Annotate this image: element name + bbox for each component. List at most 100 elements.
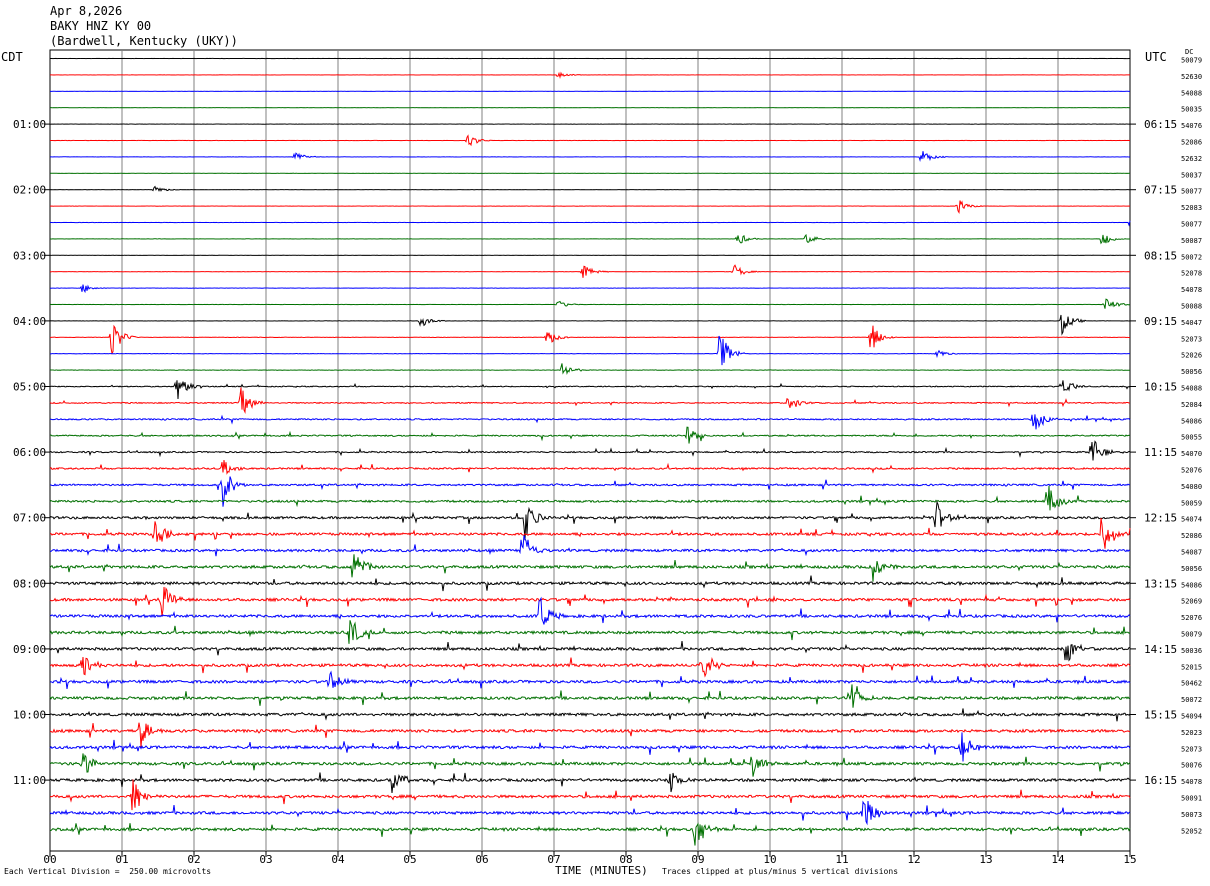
trace-dc-offset: 52076: [1181, 614, 1202, 622]
trace-line: [49, 518, 1131, 549]
x-tick-label: 09: [691, 853, 704, 866]
right-timezone-label: UTC: [1145, 50, 1167, 64]
trace-line: [49, 387, 1131, 414]
trace-dc-offset: 50072: [1181, 253, 1202, 261]
trace-line: [49, 800, 1131, 826]
trace-dc-offset: 54076: [1181, 122, 1202, 130]
trace-dc-offset: 50087: [1181, 237, 1202, 245]
trace-dc-offset: 54088: [1181, 89, 1202, 97]
right-time-label: 06:15: [1144, 118, 1177, 131]
trace-dc-offset: 50079: [1181, 57, 1202, 65]
trace-dc-offset: 50077: [1181, 188, 1202, 196]
trace-dc-offset: 54087: [1181, 549, 1202, 557]
header-location: (Bardwell, Kentucky (UKY)): [50, 34, 238, 48]
trace-dc-offset: 52026: [1181, 352, 1202, 360]
trace-line: [49, 363, 1131, 376]
trace-line: [49, 535, 1131, 557]
right-time-label: 07:15: [1144, 184, 1177, 197]
x-tick-label: 00: [43, 853, 56, 866]
left-time-label: 04:00: [13, 315, 46, 328]
trace-dc-offset: 52083: [1181, 204, 1202, 212]
trace-line: [49, 314, 1131, 336]
trace-dc-offset: 50059: [1181, 499, 1202, 507]
x-tick-label: 01: [115, 853, 128, 866]
trace-dc-offset: 52632: [1181, 155, 1202, 163]
clip-note: Traces clipped at plus/minus 5 vertical …: [662, 867, 899, 876]
x-tick-label: 08: [619, 853, 632, 866]
trace-line: [49, 722, 1131, 748]
trace-line: [49, 233, 1131, 245]
x-tick-label: 06: [475, 853, 488, 866]
x-tick-label: 04: [331, 853, 345, 866]
trace-line: [49, 335, 1131, 366]
scale-note: Each Vertical Division = 250.00 microvol…: [4, 867, 212, 876]
left-time-label: 06:00: [13, 446, 46, 459]
header-station: BAKY HNZ KY 00: [50, 19, 152, 33]
x-tick-label: 15: [1123, 853, 1136, 866]
trace-line: [49, 554, 1131, 582]
trace-line: [49, 670, 1131, 690]
right-time-label: 16:15: [1144, 774, 1177, 787]
trace-dc-offset: 54047: [1181, 319, 1202, 327]
trace-line: [49, 414, 1131, 430]
x-tick-label: 07: [547, 853, 560, 866]
left-time-label: 05:00: [13, 381, 46, 394]
trace-line: [49, 708, 1131, 722]
trace-dc-offset: 52086: [1181, 139, 1202, 147]
trace-line: [49, 459, 1131, 475]
left-time-label: 03:00: [13, 249, 46, 262]
trace-dc-offset: 52023: [1181, 729, 1202, 737]
trace-line: [49, 476, 1131, 507]
trace-line: [49, 324, 1131, 355]
right-time-label: 12:15: [1144, 512, 1177, 525]
trace-line: [49, 185, 1131, 192]
trace-dc-offset: 52073: [1181, 335, 1202, 343]
left-timezone-label: CDT: [1, 50, 23, 64]
trace-dc-offset: 50056: [1181, 565, 1202, 573]
right-time-label: 11:15: [1144, 446, 1177, 459]
trace-dc-offset: 52015: [1181, 663, 1202, 671]
x-tick-label: 10: [763, 853, 776, 866]
right-time-label: 09:15: [1144, 315, 1177, 328]
trace-dc-offset: 52084: [1181, 401, 1202, 409]
trace-line: [49, 575, 1131, 592]
trace-dc-offset: 52078: [1181, 270, 1202, 278]
trace-line: [49, 641, 1130, 662]
x-tick-label: 11: [835, 853, 848, 866]
trace-dc-offset: 50091: [1181, 795, 1202, 803]
trace-dc-offset: 50037: [1181, 171, 1202, 179]
x-tick-label: 02: [187, 853, 200, 866]
trace-dc-offset: 50079: [1181, 631, 1202, 639]
left-time-label: 02:00: [13, 184, 46, 197]
left-time-label: 10:00: [13, 709, 46, 722]
trace-dc-offset: 54094: [1181, 713, 1202, 721]
x-tick-label: 05: [403, 853, 416, 866]
trace-dc-offset: 50088: [1181, 303, 1202, 311]
trace-dc-offset: 52052: [1181, 827, 1202, 835]
trace-dc-offset: 50072: [1181, 696, 1202, 704]
trace-dc-offset: 50073: [1181, 811, 1202, 819]
header-date: Apr 8,2026: [50, 4, 123, 18]
trace-line: [49, 284, 1131, 294]
x-tick-label: 03: [259, 853, 272, 866]
trace-line: [50, 200, 1131, 214]
trace-line: [49, 753, 1131, 777]
trace-dc-offset: 52630: [1181, 73, 1202, 81]
x-axis-label: TIME (MINUTES): [555, 864, 648, 877]
plot-header: Apr 8,2026 BAKY HNZ KY 00 (Bardwell, Ken…: [50, 4, 238, 49]
right-time-label: 14:15: [1144, 643, 1177, 656]
trace-dc-offset: 50036: [1181, 647, 1202, 655]
x-tick-label: 13: [979, 853, 992, 866]
trace-line: [49, 264, 1131, 278]
trace-line: [49, 500, 1131, 541]
right-time-label: 08:15: [1144, 249, 1177, 262]
trace-dc-offset: 52073: [1181, 745, 1202, 753]
trace-line: [49, 772, 1131, 794]
left-time-label: 08:00: [13, 577, 46, 590]
trace-dc-offset: 52076: [1181, 467, 1202, 475]
trace-dc-offset: 52086: [1181, 532, 1202, 540]
trace-dc-offset: 50035: [1181, 106, 1202, 114]
right-time-label: 10:15: [1144, 381, 1177, 394]
plot-frame: [49, 49, 1131, 852]
